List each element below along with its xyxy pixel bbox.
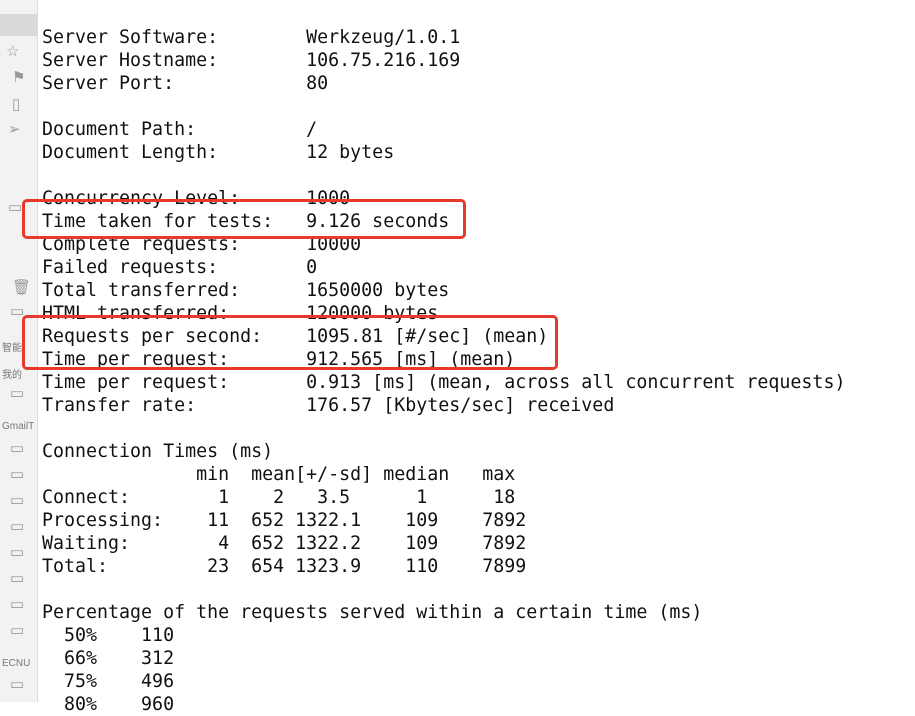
terminal-output: Server Software: Werkzeug/1.0.1 Server Ho…: [42, 26, 845, 716]
document-icon[interactable]: ▯: [12, 96, 21, 113]
sidebar-section-label: 我的: [2, 370, 22, 381]
sidebar-section-label: 智能: [2, 343, 22, 354]
highlight-box-requests-per-second: [22, 315, 558, 370]
terminal-line: 50% 110: [42, 625, 175, 646]
folder-icon[interactable]: ▭: [10, 622, 25, 639]
terminal-line: Time taken for tests: 9.126 seconds: [42, 211, 450, 232]
terminal-line: [42, 164, 845, 187]
sidebar-section-label: GmailT: [2, 421, 35, 432]
terminal-line: HTML transferred: 120000 bytes: [42, 303, 439, 324]
folder-icon[interactable]: ▭: [10, 570, 25, 587]
terminal-line: min mean[+/-sd] median max: [42, 464, 516, 485]
folder-icon[interactable]: ▭: [10, 440, 25, 457]
star-icon[interactable]: ☆: [6, 43, 20, 60]
terminal-line: Time per request: 912.565 [ms] (mean): [42, 349, 516, 370]
terminal-line: Transfer rate: 176.57 [Kbytes/sec] recei…: [42, 395, 615, 416]
terminal-line: Total: 23 654 1323.9 110 7899: [42, 556, 527, 577]
folder-icon[interactable]: ▭: [10, 676, 25, 693]
folder-icon[interactable]: ▭: [10, 518, 25, 535]
selected-sidebar-item[interactable]: [0, 14, 37, 36]
folder-icon[interactable]: ▭: [10, 596, 25, 613]
terminal-line: Document Path: /: [42, 119, 318, 140]
terminal-line: Document Length: 12 bytes: [42, 142, 395, 163]
terminal-line: Failed requests: 0: [42, 257, 318, 278]
terminal-line: Server Port: 80: [42, 73, 329, 94]
terminal-line: 66% 312: [42, 648, 175, 669]
terminal-line: Server Hostname: 106.75.216.169: [42, 50, 461, 71]
terminal-line: [42, 417, 845, 440]
inbox-icon[interactable]: ▭: [8, 199, 23, 216]
mail-sidebar: ☆ ⚑ ▯ ➢ ▭ 🗑 ▭ 智能 我的 ▭ GmailT ▭ ▭ ▭ ▭ ▭ ▭…: [0, 0, 38, 702]
terminal-line: [42, 578, 845, 601]
terminal-line: Connection Times (ms): [42, 441, 274, 462]
terminal-line: 80% 960: [42, 694, 175, 715]
folder-icon[interactable]: ▭: [10, 544, 25, 561]
send-icon[interactable]: ➢: [8, 121, 21, 138]
terminal-line: Waiting: 4 652 1322.2 109 7892: [42, 533, 527, 554]
folder-icon[interactable]: ▭: [10, 492, 25, 509]
terminal-line: 75% 496: [42, 671, 175, 692]
terminal-line: Processing: 11 652 1322.1 109 7892: [42, 510, 527, 531]
folder-icon[interactable]: ▭: [10, 466, 25, 483]
terminal-line: Connect: 1 2 3.5 1 18: [42, 487, 516, 508]
folder-icon[interactable]: ▭: [10, 385, 25, 402]
terminal-line: Complete requests: 10000: [42, 234, 362, 255]
terminal-line: Requests per second: 1095.81 [#/sec] (me…: [42, 326, 549, 347]
sidebar-section-label: ECNU: [2, 658, 31, 669]
terminal-line: Time per request: 0.913 [ms] (mean, acro…: [42, 372, 846, 393]
trash-icon[interactable]: 🗑: [12, 279, 32, 296]
terminal-line: Percentage of the requests served within…: [42, 602, 703, 623]
terminal-line: Total transferred: 1650000 bytes: [42, 280, 450, 301]
terminal-line: Server Software: Werkzeug/1.0.1: [42, 27, 461, 48]
terminal-line: Concurrency Level: 1000: [42, 188, 351, 209]
flag-icon[interactable]: ⚑: [12, 69, 26, 86]
highlight-box-time-taken: [22, 199, 466, 239]
archive-icon[interactable]: ▭: [10, 303, 25, 320]
terminal-line: [42, 95, 845, 118]
